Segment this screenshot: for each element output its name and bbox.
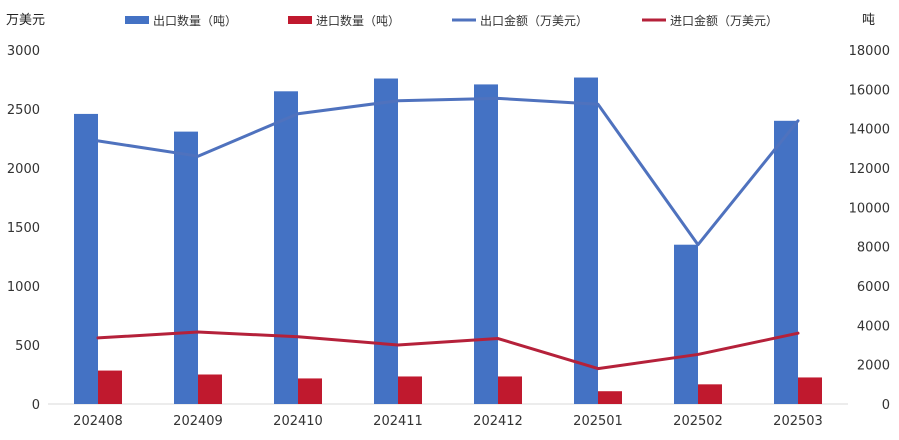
- legend-label: 进口数量（吨）: [316, 13, 400, 28]
- export-quantity-bar: [574, 77, 598, 405]
- legend-item: 出口数量（吨）: [125, 13, 237, 28]
- x-tick-label: 202411: [373, 414, 423, 429]
- bars: [74, 77, 822, 405]
- right-tick-label: 2000: [857, 359, 890, 374]
- right-tick-label: 10000: [849, 201, 890, 216]
- x-tick-label: 202408: [73, 414, 123, 429]
- left-tick-label: 0: [32, 398, 40, 413]
- left-axis-title: 万美元: [6, 13, 45, 28]
- right-tick-label: 12000: [849, 162, 890, 177]
- x-tick-label: 202412: [473, 414, 523, 429]
- legend-label: 进口金额（万美元）: [670, 13, 778, 28]
- import-quantity-bar: [598, 391, 622, 404]
- import-quantity-bar: [798, 377, 822, 404]
- export-quantity-bar: [374, 78, 398, 405]
- x-tick-label: 202409: [173, 414, 223, 429]
- import-quantity-bar: [698, 384, 722, 404]
- legend-swatch: [288, 16, 312, 24]
- left-tick-label: 500: [15, 339, 40, 354]
- x-tick-label: 202501: [573, 414, 623, 429]
- right-tick-label: 16000: [849, 83, 890, 98]
- right-tick-label: 4000: [857, 319, 890, 334]
- left-tick-label: 1000: [7, 280, 40, 295]
- right-axis-ticks: 0 2000 4000 6000 8000 10000 12000 14000 16000 180…: [849, 44, 890, 413]
- export-quantity-bar: [774, 120, 798, 405]
- lines: [96, 96, 800, 371]
- x-tick-label: 202410: [273, 414, 323, 429]
- import-quantity-bar: [398, 376, 422, 404]
- right-tick-label: 18000: [849, 44, 890, 59]
- legend-label: 出口数量（吨）: [153, 13, 237, 28]
- import-quantity-bar: [498, 376, 522, 404]
- export-quantity-bar: [474, 84, 498, 405]
- left-tick-label: 2500: [7, 103, 40, 118]
- x-tick-label: 202502: [673, 414, 723, 429]
- right-tick-label: 8000: [857, 241, 890, 256]
- export-quantity-bar: [174, 131, 198, 404]
- right-tick-label: 6000: [857, 280, 890, 295]
- import-quantity-bar: [198, 374, 222, 404]
- import-amount-line: [96, 330, 800, 371]
- x-axis-ticks: 202408 202409 202410 202411 202412 202501 2025…: [73, 414, 823, 429]
- right-axis-title: 吨: [862, 13, 875, 28]
- import-quantity-bar: [298, 378, 322, 404]
- left-tick-label: 1500: [7, 221, 40, 236]
- right-tick-label: 14000: [849, 123, 890, 138]
- export-quantity-bar: [74, 113, 98, 405]
- legend-item: 进口金额（万美元）: [642, 13, 778, 28]
- export-quantity-bar: [674, 244, 698, 404]
- export-amount-line: [96, 96, 800, 247]
- x-tick-label: 202503: [773, 414, 823, 429]
- import-quantity-bar: [98, 370, 122, 404]
- legend-item: 进口数量（吨）: [288, 13, 400, 28]
- left-axis-ticks: 0 500 1000 1500 2000 2500 3000: [7, 44, 40, 413]
- left-tick-label: 2000: [7, 162, 40, 177]
- legend-item: 出口金额（万美元）: [452, 13, 588, 28]
- legend: 出口数量（吨） 进口数量（吨） 出口金额（万美元） 进口金额（万美元）: [125, 13, 778, 28]
- legend-label: 出口金额（万美元）: [480, 13, 588, 28]
- right-tick-label: 0: [882, 398, 890, 413]
- export-quantity-bar: [274, 91, 298, 405]
- legend-swatch: [125, 16, 149, 24]
- left-tick-label: 3000: [7, 44, 40, 59]
